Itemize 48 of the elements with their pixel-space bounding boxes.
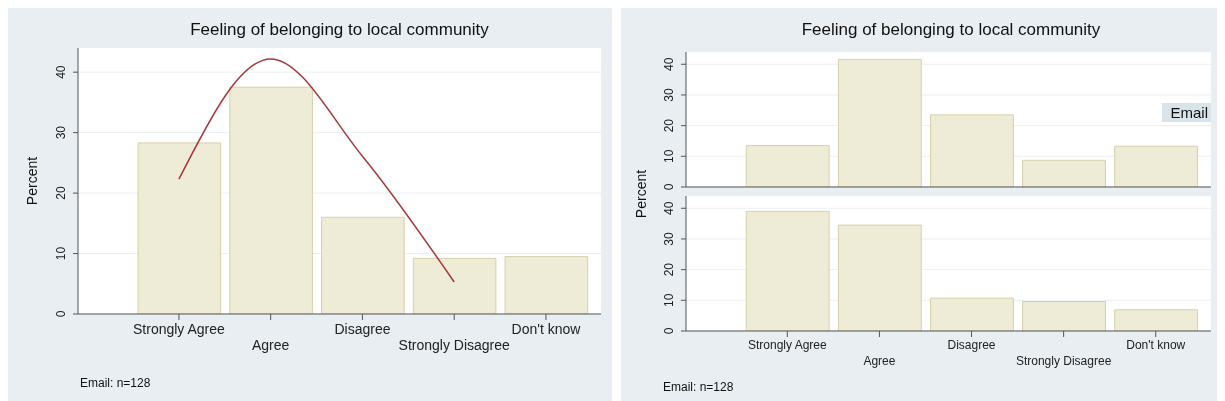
bar <box>929 114 1014 187</box>
x-tick-label: Don't know <box>511 321 582 337</box>
y-tick-label: 40 <box>54 65 68 79</box>
x-tick-label: Don't know <box>1126 338 1186 352</box>
bar <box>229 86 313 314</box>
y-tick-label: 30 <box>662 231 676 246</box>
x-tick-label: Disagree <box>334 321 391 337</box>
series-label: Email <box>1162 103 1211 123</box>
y-tick-label: 10 <box>662 293 676 307</box>
y-tick-label: 20 <box>662 262 676 277</box>
y-tick-label: 0 <box>662 327 676 335</box>
text: Email: n=128 <box>663 380 734 394</box>
x-tick-label: Strongly Disagree <box>1015 354 1112 368</box>
y-tick-label: 0 <box>54 310 68 318</box>
bar <box>837 224 922 331</box>
bar <box>321 216 405 314</box>
bar <box>837 58 922 187</box>
y-tick-label: 10 <box>54 246 68 261</box>
y-tick-label: 20 <box>54 186 68 200</box>
y-tick-label: 30 <box>662 87 676 102</box>
bar <box>929 297 1014 331</box>
y-tick-label: 40 <box>662 201 676 215</box>
bar <box>745 210 830 331</box>
x-tick-label: Strongly Agree <box>133 321 226 337</box>
y-tick-label: 20 <box>662 118 676 133</box>
x-tick-label: Agree <box>863 354 896 368</box>
bar <box>745 145 830 187</box>
bar <box>1114 145 1199 187</box>
bar <box>137 142 222 314</box>
bar <box>412 257 497 314</box>
x-tick-label: Strongly Agree <box>747 338 827 352</box>
line-series <box>178 58 455 283</box>
y-tick-label: 40 <box>662 57 676 71</box>
y-tick-label: 0 <box>662 183 676 191</box>
y-axis-title: Percent <box>24 156 40 206</box>
bar <box>1022 301 1106 331</box>
bar <box>504 256 589 314</box>
x-tick-label: Agree <box>252 337 290 353</box>
chart-title: Feeling of belonging to local community <box>189 20 490 40</box>
chart-title: Feeling of belonging to local community <box>800 20 1102 40</box>
text: Email: n=128 <box>80 376 151 390</box>
x-tick-label: Strongly Disagree <box>398 337 511 353</box>
bar <box>1114 309 1199 331</box>
y-tick-label: 30 <box>54 125 68 140</box>
y-axis-title: Percent <box>633 169 649 219</box>
x-tick-label: Disagree <box>947 338 996 352</box>
bar <box>1022 159 1106 187</box>
y-tick-label: 10 <box>662 149 676 163</box>
